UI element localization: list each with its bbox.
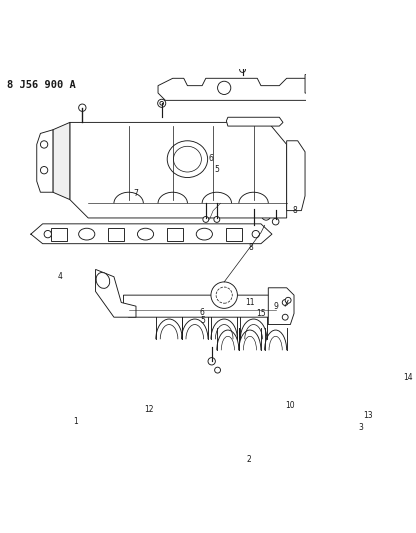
Ellipse shape (173, 146, 201, 172)
Circle shape (264, 214, 268, 217)
Circle shape (285, 297, 291, 303)
Circle shape (252, 230, 260, 238)
Circle shape (79, 104, 86, 111)
Polygon shape (226, 117, 283, 126)
Text: 10: 10 (285, 401, 295, 410)
Text: 6: 6 (209, 154, 214, 163)
Circle shape (282, 314, 288, 320)
Bar (51, 228, 67, 241)
Circle shape (218, 81, 231, 94)
Text: 8: 8 (292, 206, 297, 215)
Circle shape (216, 287, 232, 303)
Circle shape (240, 67, 245, 72)
Bar (225, 228, 242, 241)
Bar (108, 228, 124, 241)
Text: 9: 9 (273, 302, 278, 311)
Text: 8 J56 900 A: 8 J56 900 A (7, 80, 76, 90)
Circle shape (393, 120, 401, 127)
Circle shape (272, 219, 279, 225)
Circle shape (40, 166, 48, 174)
Circle shape (158, 99, 166, 107)
Circle shape (208, 358, 215, 365)
Ellipse shape (137, 228, 154, 240)
Text: 1: 1 (74, 417, 78, 426)
Text: 2: 2 (246, 455, 251, 464)
Text: 12: 12 (144, 405, 154, 414)
Polygon shape (124, 295, 279, 317)
Circle shape (262, 212, 270, 220)
Circle shape (40, 141, 48, 148)
Polygon shape (158, 78, 316, 100)
Circle shape (250, 205, 257, 213)
Polygon shape (31, 224, 272, 244)
Text: 5: 5 (200, 316, 205, 325)
Circle shape (214, 216, 220, 222)
Polygon shape (305, 72, 342, 96)
Polygon shape (287, 141, 305, 211)
Bar (167, 228, 183, 241)
Circle shape (44, 230, 52, 238)
Circle shape (215, 367, 220, 373)
Ellipse shape (196, 228, 213, 240)
Text: 7: 7 (134, 189, 139, 198)
Text: 11: 11 (245, 298, 254, 307)
Text: 6: 6 (200, 308, 205, 317)
Polygon shape (37, 130, 53, 192)
Polygon shape (70, 123, 287, 218)
Polygon shape (53, 123, 70, 199)
Circle shape (282, 300, 288, 305)
Text: 5: 5 (214, 165, 219, 174)
Circle shape (160, 101, 163, 105)
Circle shape (211, 282, 238, 309)
Polygon shape (268, 288, 294, 325)
Text: 3: 3 (358, 423, 363, 432)
Ellipse shape (79, 228, 95, 240)
Circle shape (334, 108, 342, 116)
Ellipse shape (167, 141, 208, 177)
Polygon shape (96, 269, 136, 317)
Text: 14: 14 (403, 373, 412, 382)
Text: 4: 4 (57, 271, 62, 280)
Text: 8: 8 (248, 243, 253, 252)
Circle shape (203, 216, 209, 222)
Ellipse shape (96, 272, 110, 288)
Circle shape (349, 98, 357, 106)
Text: 15: 15 (257, 309, 266, 318)
Circle shape (336, 110, 340, 114)
Text: 13: 13 (363, 411, 373, 420)
